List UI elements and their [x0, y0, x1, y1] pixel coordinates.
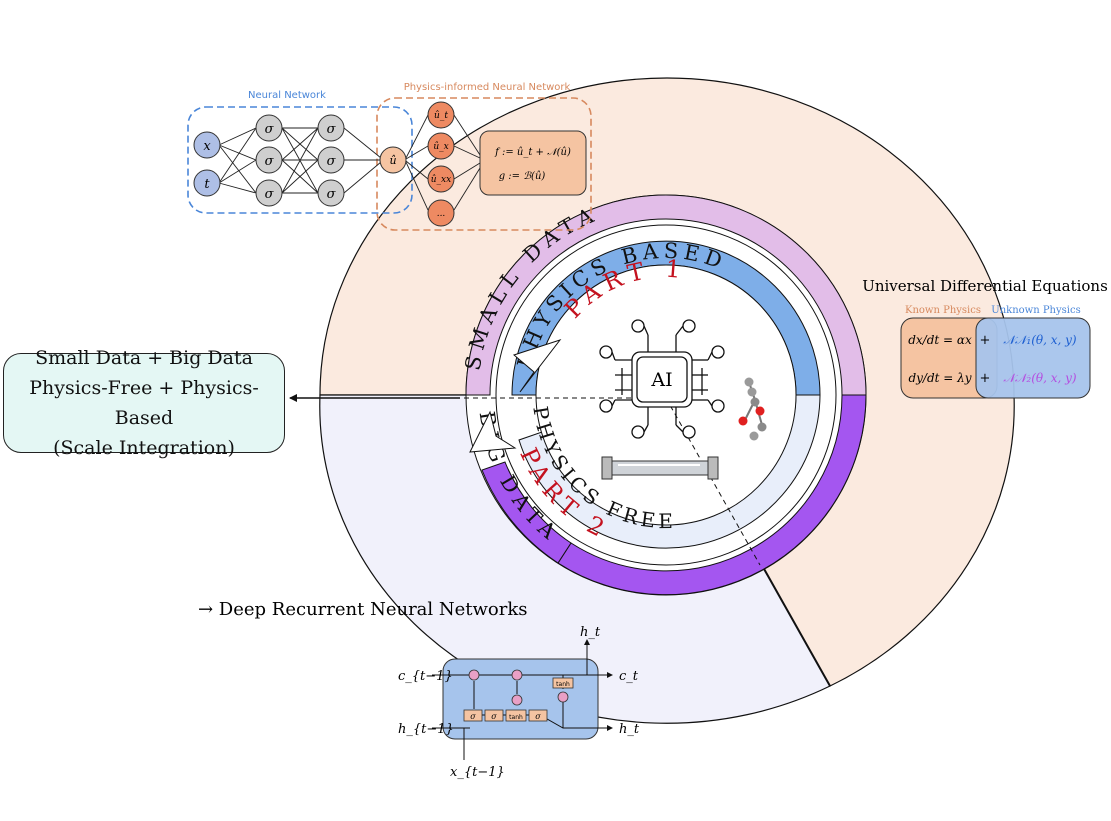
left-box-line1: Small Data + Big Data	[35, 347, 253, 369]
rnn-h-out: h_t	[619, 722, 640, 737]
nn-input-x-label: x	[203, 139, 211, 154]
molecule-icon	[738, 377, 767, 441]
ring-arrow-bottom-icon	[469, 410, 517, 453]
ude-eq1-right: 𝒩𝒩₁(θ, x, y)	[1003, 333, 1077, 347]
ude-eq1-left: dx/dt = αx	[908, 333, 972, 347]
nn-input-t-label: t	[204, 177, 210, 192]
ude-known-label: Known Physics	[905, 305, 981, 316]
ude-unknown-box	[975, 317, 1091, 399]
pinn-box	[376, 97, 592, 231]
ude-unknown-label: Unknown Physics	[991, 305, 1080, 316]
big-data-ring-tail	[481, 461, 572, 564]
rnn-c-in: c_{t−1}	[398, 669, 453, 684]
gate-sigma: σ	[491, 712, 497, 721]
ai-chip-icon	[599, 319, 725, 439]
gate-tanh: tanh	[509, 714, 523, 721]
rnn-x-in: x_{t−1}	[450, 765, 505, 780]
pinn-eq2: g := ℬ(û)	[499, 171, 546, 182]
ai-label: AI	[650, 369, 672, 391]
sigma-label: σ	[327, 154, 337, 169]
ude-title: Universal Differential Equations	[862, 277, 1108, 295]
ude-eq2-right: 𝒩𝒩₂(θ, x, y)	[1003, 371, 1077, 385]
ude-plus-1: +	[980, 333, 991, 348]
sigma-label: σ	[265, 154, 275, 169]
pinn-nodes	[427, 101, 455, 227]
sigma-label: σ	[327, 187, 337, 202]
left-box-line2: Physics-Free + Physics-Based	[29, 377, 259, 429]
ude-plus-2: +	[980, 371, 991, 386]
pinn-node-uxx: û_xx	[431, 174, 451, 185]
nn-output-label: û	[389, 154, 396, 167]
rnn-h-in: h_{t−1}	[398, 722, 454, 737]
pinn-eq1: f := û_t + 𝒩(û)	[494, 147, 571, 158]
sigma-label: σ	[327, 122, 337, 137]
gate-tanh-top: tanh	[556, 681, 570, 688]
gate-sigma: σ	[470, 712, 476, 721]
nn-input-x	[193, 131, 221, 159]
pinn-title: Physics-informed Neural Network	[404, 82, 571, 93]
pipe-icon	[601, 456, 719, 480]
sigma-label: σ	[265, 122, 275, 137]
scale-integration-box: Small Data + Big Data Physics-Free + Phy…	[3, 347, 285, 459]
nn-box	[187, 106, 413, 214]
rnn-c-out: c_t	[619, 669, 639, 684]
nn-output-node	[379, 146, 407, 174]
left-box-line3: (Scale Integration)	[53, 437, 235, 459]
nn-input-t	[193, 169, 221, 197]
nn-title: Neural Network	[248, 90, 326, 101]
pinn-equation-box	[479, 130, 587, 196]
rnn-h-top: h_t	[580, 625, 601, 640]
rnn-title: → Deep Recurrent Neural Networks	[198, 599, 528, 620]
gate-sigma: σ	[535, 712, 541, 721]
sigma-label: σ	[265, 187, 275, 202]
ude-eq2-left: dy/dt = λy	[908, 371, 971, 385]
pinn-node-more: ...	[437, 209, 446, 219]
nn-hidden-nodes	[255, 114, 345, 207]
pinn-node-ux: û_x	[433, 141, 448, 152]
lstm-gates	[463, 669, 574, 722]
pinn-node-ut: û_t	[434, 110, 448, 121]
ring-arrow-top-icon	[512, 339, 562, 393]
